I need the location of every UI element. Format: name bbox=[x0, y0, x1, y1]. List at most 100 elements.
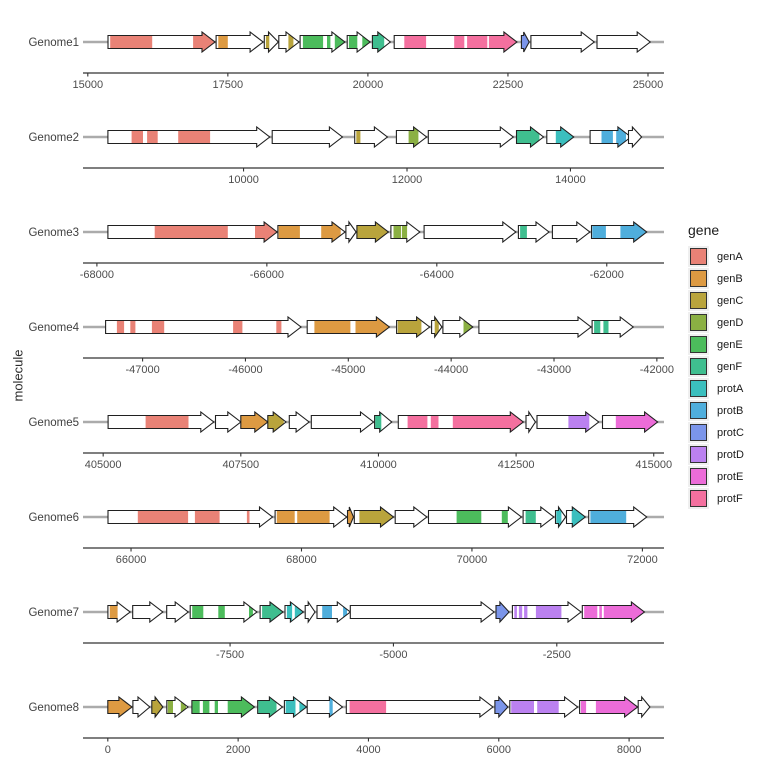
axis-tick-label: 22500 bbox=[493, 79, 524, 91]
legend-entry-genA: genA bbox=[688, 248, 768, 265]
gene-arrow bbox=[277, 220, 346, 244]
gene-arrow bbox=[588, 505, 648, 529]
axis-tick-label: -46000 bbox=[228, 364, 262, 376]
legend-swatch-protE bbox=[690, 468, 707, 485]
gene-arrow bbox=[427, 125, 515, 149]
gene-segment-protF bbox=[452, 412, 524, 432]
gene-arrow bbox=[274, 505, 348, 529]
gene-segment-genE bbox=[362, 32, 371, 52]
gene-arrow bbox=[423, 220, 517, 244]
gene-arrow bbox=[396, 315, 431, 339]
gene-arrow-outline bbox=[423, 220, 517, 244]
gene-segment-protA bbox=[294, 602, 304, 622]
gene-arrow-outline bbox=[494, 695, 509, 719]
gene-arrow-outline bbox=[354, 125, 389, 149]
axis-tick-label: 415000 bbox=[635, 459, 672, 471]
gene-arrow bbox=[259, 600, 284, 624]
gene-arrow bbox=[107, 695, 133, 719]
gene-arrow bbox=[306, 315, 391, 339]
gene-arrow bbox=[394, 505, 428, 529]
gene-segment-genB bbox=[109, 602, 118, 622]
legend-label: protD bbox=[717, 448, 744, 461]
axis-tick-label: 8000 bbox=[617, 744, 641, 756]
gene-segment-protF bbox=[349, 697, 387, 717]
panel-genome8: Genome8 0 2000 4000 6000 8000 bbox=[28, 695, 664, 756]
gene-arrow bbox=[346, 30, 372, 54]
gene-arrow-outline bbox=[520, 31, 530, 53]
gene-segment-protA bbox=[286, 602, 293, 622]
gene-segment-protF bbox=[467, 32, 488, 52]
gene-arrow-outline bbox=[517, 220, 550, 244]
axis-tick-label: -64000 bbox=[420, 269, 454, 281]
legend-swatch-protA bbox=[690, 380, 707, 397]
axis-tick-label: 12000 bbox=[392, 174, 423, 186]
gene-arrow-body bbox=[592, 317, 634, 337]
axis-tick-label: -45000 bbox=[331, 364, 365, 376]
gene-arrow-outline bbox=[271, 125, 344, 149]
axis-tick-label: 412500 bbox=[498, 459, 535, 471]
gene-segment-genD bbox=[167, 697, 173, 717]
gene-arrow-outline bbox=[214, 410, 242, 434]
gene-arrow-outline bbox=[601, 410, 659, 434]
gene-arrow bbox=[189, 600, 258, 624]
gene-segment-genE bbox=[334, 32, 345, 52]
gene-arrow bbox=[551, 220, 591, 244]
axis-tick-label: 15000 bbox=[73, 79, 104, 91]
axis-tick-label: -44000 bbox=[434, 364, 468, 376]
gene-segment-genE bbox=[348, 32, 358, 52]
gene-arrow bbox=[478, 315, 592, 339]
gene-segment-genC bbox=[359, 507, 394, 527]
legend-label: protC bbox=[717, 426, 744, 439]
gene-segment-genA bbox=[233, 317, 243, 337]
gene-segment-genA bbox=[147, 127, 158, 147]
gene-arrow bbox=[601, 410, 659, 434]
axis-tick-label: 405000 bbox=[85, 459, 122, 471]
gene-arrow-outline bbox=[166, 600, 190, 624]
gene-segment-protE bbox=[580, 697, 587, 717]
legend-label: genB bbox=[717, 272, 743, 285]
genome-label: Genome6 bbox=[28, 512, 79, 524]
gene-arrow-body bbox=[628, 127, 642, 147]
gene-arrow-outline bbox=[478, 315, 592, 339]
gene-arrow-outline bbox=[627, 125, 643, 149]
gene-segment-protE bbox=[603, 602, 645, 622]
gene-segment-genB bbox=[276, 507, 295, 527]
gene-segment-protE bbox=[595, 697, 638, 717]
gene-segment-protE bbox=[599, 602, 602, 622]
gene-segment-genE bbox=[327, 32, 331, 52]
gene-segment-protB bbox=[616, 127, 626, 147]
legend-label: genC bbox=[717, 294, 744, 307]
gene-arrow-body bbox=[166, 602, 189, 622]
gene-arrow bbox=[591, 315, 635, 339]
gene-arrow-outline bbox=[397, 410, 525, 434]
axis-tick-label: 17500 bbox=[213, 79, 244, 91]
gene-arrow-body bbox=[350, 602, 495, 622]
gene-arrow bbox=[306, 695, 344, 719]
gene-arrow bbox=[525, 410, 537, 434]
gene-segment-genF bbox=[372, 32, 385, 52]
gene-segment-genD bbox=[393, 222, 402, 242]
gene-arrow bbox=[214, 410, 242, 434]
gene-arrow-outline bbox=[396, 315, 431, 339]
gene-arrow bbox=[517, 220, 550, 244]
gene-arrow bbox=[346, 506, 355, 528]
legend-swatch-genD bbox=[690, 314, 707, 331]
gene-arrow-outline bbox=[107, 220, 279, 244]
gene-arrow bbox=[349, 600, 496, 624]
axis-tick-label: 407500 bbox=[222, 459, 259, 471]
gene-arrow-outline bbox=[277, 220, 346, 244]
gene-arrow-outline bbox=[590, 220, 648, 244]
gene-segment-genF bbox=[258, 697, 277, 717]
gene-arrow-outline bbox=[304, 600, 316, 624]
gene-arrow-outline bbox=[191, 695, 256, 719]
gene-arrow-body bbox=[395, 507, 427, 527]
gene-arrow bbox=[393, 30, 518, 54]
gene-arrow bbox=[132, 600, 164, 624]
gene-arrow-outline bbox=[581, 600, 646, 624]
panel-genome6: Genome6 66000 68000 70000 72000 bbox=[28, 505, 664, 566]
gene-arrow-body bbox=[132, 697, 150, 717]
gene-arrow bbox=[105, 315, 302, 339]
gene-arrow-outline bbox=[393, 30, 518, 54]
legend-swatch-genE bbox=[690, 336, 707, 353]
gene-segment-protB bbox=[322, 602, 332, 622]
